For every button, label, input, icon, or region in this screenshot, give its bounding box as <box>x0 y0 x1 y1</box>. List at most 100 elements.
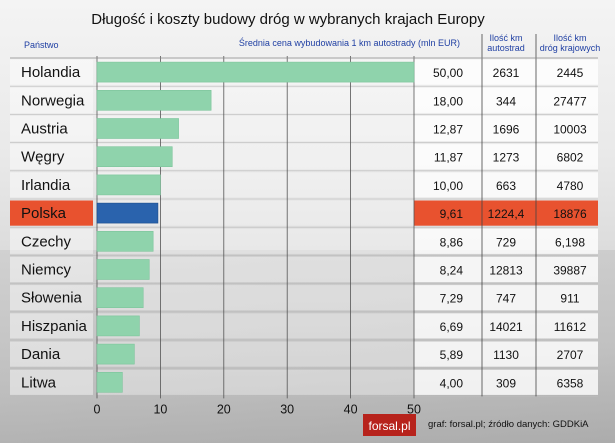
regional-km-value: 11612 <box>554 320 587 334</box>
logo-box <box>363 414 416 436</box>
bar <box>96 202 159 224</box>
forsal-logo: forsal.pl <box>363 414 416 436</box>
country-cell-bg <box>10 313 93 339</box>
country-cell-bg <box>10 256 93 283</box>
motorway-km-value: 663 <box>496 179 516 193</box>
category-label: Słowenia <box>21 290 83 307</box>
country-cell-bg <box>10 59 93 85</box>
table-row-bg <box>414 313 598 339</box>
category-label: Niemcy <box>21 262 72 279</box>
price-value: 18,00 <box>433 94 463 108</box>
category-label: Litwa <box>21 374 57 391</box>
category-label: Polska <box>21 205 67 222</box>
price-value: 11,87 <box>434 151 463 165</box>
highlight-row-bg <box>414 200 598 226</box>
table-row-bg <box>414 115 598 142</box>
bar <box>96 343 135 365</box>
category-label: Hiszpania <box>21 318 88 335</box>
country-cell-bg <box>10 341 93 367</box>
bar <box>96 259 150 280</box>
motorway-km-value: 1130 <box>493 348 519 362</box>
price-value: 10,00 <box>433 179 463 193</box>
motorway-km-value: 12813 <box>489 264 523 278</box>
price-value: 7,29 <box>440 292 464 306</box>
regional-km-value: 18876 <box>553 207 587 221</box>
bar-lane <box>97 313 414 339</box>
column-header-country: Państwo <box>24 40 59 50</box>
price-value: 5,89 <box>440 348 464 362</box>
motorway-km-value: 14021 <box>489 320 523 334</box>
column-header-regional-line1: Ilość km <box>553 33 586 43</box>
x-axis-ticks: 0 10 20 30 40 50 <box>94 402 421 416</box>
chart-title: Długość i koszty budowy dróg w wybranych… <box>91 11 485 28</box>
x-tick-label: 20 <box>217 402 231 416</box>
country-cell-bg <box>10 87 93 113</box>
bar <box>96 146 173 167</box>
column-header-regional-line2: dróg krajowych <box>540 43 601 53</box>
price-value: 4,00 <box>440 376 464 390</box>
country-cell-bg <box>10 172 93 198</box>
category-label: Dania <box>21 346 61 363</box>
bar <box>96 231 154 252</box>
motorway-km-value: 2631 <box>493 66 520 80</box>
table-row-bg <box>414 228 598 254</box>
bar <box>96 287 144 309</box>
table-row-bg <box>414 172 598 198</box>
motorway-km-value: 1273 <box>493 151 520 165</box>
x-tick-label: 30 <box>280 402 294 416</box>
bar-lane <box>97 369 414 395</box>
bar <box>96 61 415 83</box>
regional-km-value: 6358 <box>557 376 584 390</box>
price-value: 8,24 <box>440 264 464 278</box>
category-label: Węgry <box>21 149 65 166</box>
motorway-km-value: 344 <box>496 94 516 108</box>
regional-km-value: 4780 <box>557 179 584 193</box>
country-cell-bg <box>10 144 93 170</box>
bar-lane <box>97 341 414 367</box>
regional-km-value: 39887 <box>553 264 587 278</box>
category-label: Austria <box>21 121 68 138</box>
table-row-bg <box>414 285 598 311</box>
bar-lane <box>97 256 414 283</box>
column-header-motorway-line1: Ilość km <box>489 33 522 43</box>
column-header-price: Średnia cena wybudowania 1 km autostrady… <box>239 37 460 48</box>
country-cell-bg <box>10 200 93 226</box>
price-value: 12,87 <box>433 123 463 137</box>
regional-km-value: 6,198 <box>555 235 585 249</box>
bar <box>96 315 140 337</box>
price-value: 6,69 <box>440 320 464 334</box>
table-row-bg <box>414 87 598 113</box>
price-value: 8,86 <box>440 235 464 249</box>
x-tick-label: 50 <box>407 402 421 416</box>
price-value: 9,61 <box>440 207 464 221</box>
x-tick-label: 0 <box>94 402 101 416</box>
bar <box>96 174 161 196</box>
table-row-bg <box>414 59 598 85</box>
regional-km-value: 10003 <box>553 123 587 137</box>
motorway-km-value: 747 <box>496 292 516 306</box>
table-row-bg <box>414 341 598 367</box>
motorway-km-value: 1224,4 <box>488 207 525 221</box>
country-cell-bg <box>10 285 93 311</box>
motorway-km-value: 309 <box>496 376 516 390</box>
logo-text: forsal.pl <box>368 419 410 433</box>
gridlines <box>10 34 598 399</box>
table-row-bg <box>414 369 598 395</box>
table-row-bg <box>414 144 598 170</box>
x-tick-label: 10 <box>153 402 167 416</box>
table-cells: Holandia 50,00 2631 2445 Norwegia 18,00 344 274… <box>21 64 587 391</box>
motorway-km-value: 729 <box>496 235 516 249</box>
bar <box>96 371 123 393</box>
x-tick-label: 40 <box>344 402 358 416</box>
bar <box>96 118 179 139</box>
regional-km-value: 2707 <box>557 348 584 362</box>
regional-km-value: 6802 <box>557 151 584 165</box>
bar-lane <box>97 285 414 311</box>
country-cell-bg <box>10 228 93 254</box>
motorway-km-value: 1696 <box>493 123 520 137</box>
country-cell-bg <box>10 369 93 395</box>
country-cell-bg <box>10 115 93 142</box>
price-value: 50,00 <box>433 66 463 80</box>
source-credit: graf: forsal.pl; źródło danych: GDDKiA <box>428 419 589 430</box>
